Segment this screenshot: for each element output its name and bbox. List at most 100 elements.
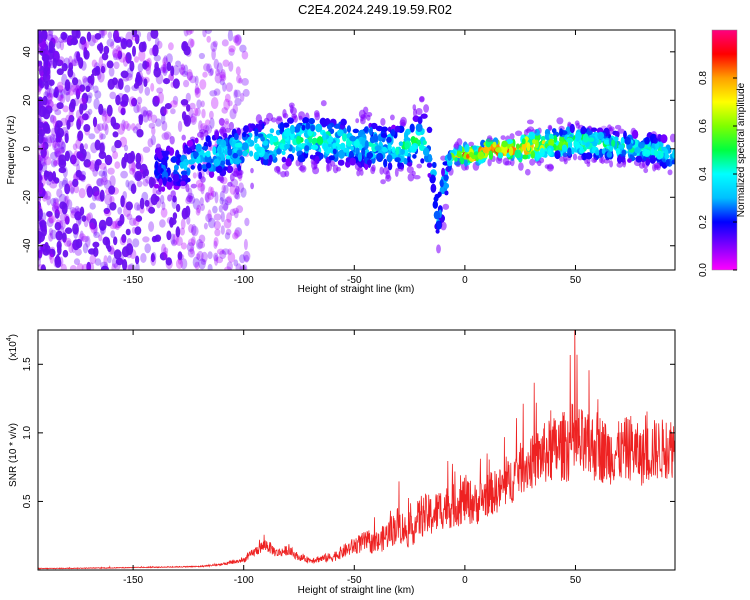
spectral-point <box>146 57 152 68</box>
spectral-point <box>154 183 160 189</box>
spectral-point <box>546 163 554 172</box>
spectral-point <box>214 130 219 140</box>
spectral-point <box>394 167 399 177</box>
spectral-point <box>144 86 151 96</box>
chart-title: C2E4.2024.249.19.59.R02 <box>298 2 452 17</box>
spectral-point <box>43 156 52 166</box>
spectral-point <box>98 103 104 115</box>
spectral-point <box>160 207 168 218</box>
spectral-point <box>197 131 204 138</box>
spectral-point <box>38 145 42 155</box>
spectral-point <box>234 159 242 164</box>
spectral-point <box>113 36 122 43</box>
spectrogram-y-axis-label: Frequency (Hz) <box>6 116 17 185</box>
spectral-point <box>186 242 195 252</box>
spectral-point <box>234 34 242 47</box>
spectral-point <box>234 34 242 45</box>
spectral-point <box>148 221 155 232</box>
spectral-point <box>157 165 161 174</box>
y-tick-label: 1.5 <box>22 357 33 371</box>
spectral-point <box>404 130 409 141</box>
spectral-point <box>55 59 64 67</box>
spectral-point <box>207 251 213 260</box>
spectral-point <box>77 130 84 142</box>
spectral-point <box>46 30 54 41</box>
spectral-point <box>63 57 71 69</box>
spectral-point <box>298 166 306 171</box>
spectral-point <box>200 176 206 183</box>
spectral-point <box>100 261 109 269</box>
spectral-point <box>227 248 232 256</box>
spectral-point <box>160 194 165 205</box>
spectral-point <box>262 140 269 146</box>
spectral-point <box>137 63 144 73</box>
spectral-point <box>228 121 234 131</box>
spectral-point <box>75 169 82 178</box>
spectral-point <box>416 163 423 169</box>
spectral-point <box>94 160 100 172</box>
spectral-point <box>385 170 391 180</box>
spectral-point <box>120 106 126 115</box>
spectral-point <box>216 248 225 255</box>
spectral-point <box>312 166 320 175</box>
spectral-point <box>229 208 236 216</box>
spectral-point <box>487 158 492 167</box>
spectral-point <box>219 128 225 134</box>
spectral-point <box>195 207 201 216</box>
snr-multiplier-base: (x10 <box>8 341 19 361</box>
spectral-point <box>63 237 72 247</box>
spectral-point <box>280 171 287 178</box>
spectral-point <box>419 96 425 103</box>
spectral-point <box>357 167 363 172</box>
spectral-point <box>221 199 229 211</box>
spectral-point <box>115 45 121 52</box>
spectral-point <box>65 227 73 235</box>
spectral-point <box>603 159 611 164</box>
spectral-point <box>526 126 535 132</box>
spectral-point <box>41 225 47 237</box>
spectral-point <box>78 152 86 162</box>
y-tick-label: 40 <box>22 46 33 58</box>
spectral-point <box>60 88 65 99</box>
spectral-point <box>575 122 581 129</box>
colorbar-label: Normalized spectral amplitude <box>736 82 747 217</box>
spectral-point <box>559 156 565 162</box>
spectral-point <box>250 182 255 190</box>
spectral-point <box>420 158 425 164</box>
spectral-point <box>51 201 59 214</box>
spectral-point <box>615 148 621 155</box>
spectral-point <box>422 140 427 145</box>
spectral-point <box>99 142 105 155</box>
spectral-point <box>526 142 531 152</box>
spectral-point <box>170 190 176 198</box>
spectral-point <box>234 210 239 219</box>
spectral-point <box>38 170 42 181</box>
spectral-point <box>447 152 452 161</box>
spectral-point <box>436 244 441 254</box>
spectral-point <box>285 157 292 167</box>
spectral-point <box>180 99 189 106</box>
spectral-point <box>213 237 219 247</box>
spectral-point <box>48 40 54 50</box>
spectral-point <box>201 251 208 263</box>
spectral-point <box>163 247 169 254</box>
colorbar: 0.0 0.2 0.4 0.6 0.8 Normalized spectral ampl… <box>698 29 747 277</box>
spectral-point <box>477 151 485 160</box>
spectral-point <box>125 201 133 211</box>
spectral-point <box>233 259 239 267</box>
spectral-point <box>86 261 92 270</box>
spectral-point <box>112 48 117 58</box>
spectral-point <box>161 132 170 141</box>
spectral-point <box>311 144 319 150</box>
spectral-point <box>456 138 463 146</box>
spectral-point <box>379 166 384 175</box>
spectral-point <box>572 153 578 161</box>
spectral-point <box>638 162 646 169</box>
spectral-point <box>64 215 70 225</box>
spectral-point <box>70 84 78 92</box>
spectral-point <box>220 225 225 235</box>
spectral-point <box>70 186 75 195</box>
spectral-point <box>218 117 225 126</box>
spectral-point <box>526 119 534 125</box>
spectral-point <box>380 118 386 126</box>
